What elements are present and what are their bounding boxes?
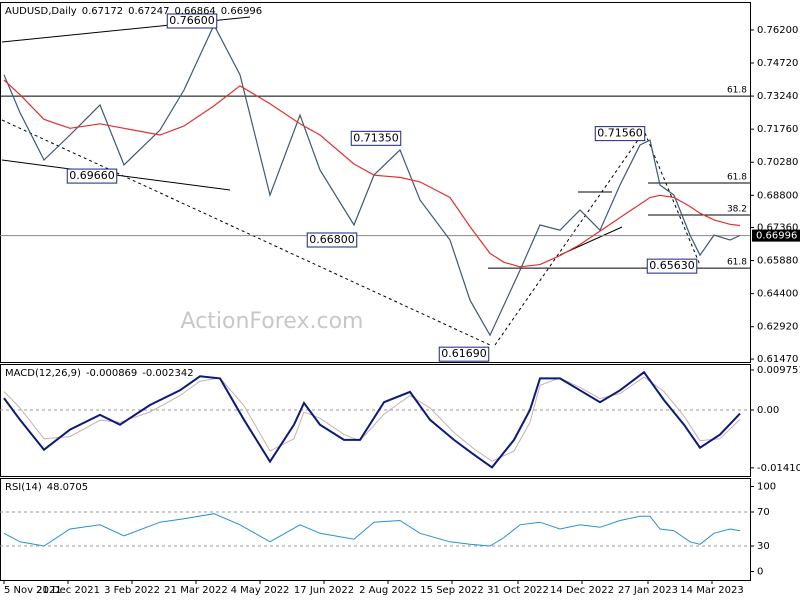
watermark: ActionForex.com — [181, 309, 364, 334]
annotation-label: 0.71560 — [597, 127, 643, 140]
x-tick-label: 4 May 2022 — [231, 585, 290, 596]
x-tick-label: 2 Aug 2022 — [359, 585, 417, 596]
x-tick-label: 21 Dec 2021 — [36, 585, 100, 596]
y-tick-label: 70 — [757, 507, 770, 518]
panel-title: RSI(14) — [5, 482, 42, 493]
y-tick-label: 30 — [757, 541, 770, 552]
annotation-label: 0.76600 — [169, 14, 215, 27]
fib-label: 61.8 — [727, 258, 747, 268]
x-tick-label: 3 Feb 2022 — [104, 585, 160, 596]
annotation: 0.71560 — [594, 126, 646, 142]
series-line — [3, 23, 741, 337]
annotation: 0.66800 — [306, 232, 358, 248]
x-tick-label: 15 Sep 2022 — [420, 585, 483, 596]
annotation: 0.71350 — [350, 130, 402, 146]
macd-panel — [0, 364, 751, 477]
annotation-label: 0.65630 — [649, 259, 695, 272]
annotation: 0.69660 — [66, 168, 118, 184]
y-tick-label: 0.00 — [757, 405, 779, 416]
x-tick-label: 14 Mar 2023 — [680, 585, 743, 596]
y-tick-label: 0.61470 — [757, 354, 798, 365]
y-tick-label: 0.74720 — [757, 58, 798, 69]
fib-label: 61.8 — [727, 173, 747, 183]
series-line — [3, 513, 741, 547]
annotation-label: 0.69660 — [69, 169, 115, 182]
panel-readout: -0.002342 — [142, 368, 193, 379]
y-tick-label: 0.70280 — [757, 157, 798, 168]
annotation-label: 0.66800 — [309, 233, 355, 246]
y-tick-label: 0.64400 — [757, 289, 798, 300]
annotation-box — [350, 130, 402, 146]
rsi-panel — [0, 478, 751, 581]
y-tick-label: 0.73240 — [757, 91, 798, 102]
x-tick-label: 31 Oct 2022 — [487, 585, 549, 596]
series-line — [3, 79, 741, 268]
annotation: 0.61690 — [438, 346, 490, 362]
price-box-label: 0.66996 — [756, 231, 797, 242]
y-tick-label: 0 — [757, 567, 763, 578]
y-tick-label: 0.76200 — [757, 25, 798, 36]
y-tick-label: 0.71760 — [757, 124, 798, 135]
x-tick-label: 5 Nov 2021 — [4, 585, 62, 596]
x-tick-label: 21 Mar 2022 — [164, 585, 227, 596]
annotation-box — [306, 232, 358, 248]
panel-readout: 0.67172 — [82, 6, 123, 17]
price-box — [752, 229, 800, 242]
annotation-label: 0.71350 — [353, 131, 399, 144]
x-tick-label: 27 Jan 2023 — [618, 585, 678, 596]
annotation: 0.76600 — [166, 13, 218, 29]
price-panel — [0, 2, 751, 363]
x-tick-label: 17 Jun 2022 — [294, 585, 354, 596]
annotation-box — [594, 126, 646, 142]
series-line — [3, 370, 741, 469]
y-tick-label: 0.68800 — [757, 190, 798, 201]
fib-label: 61.8 — [727, 86, 747, 96]
annotation-label: 0.61690 — [441, 347, 487, 360]
panel-readout: 48.0705 — [47, 482, 88, 493]
y-tick-label: -0.014107 — [757, 463, 800, 474]
annotation-box — [646, 258, 698, 274]
panel-readout: 0.67247 — [128, 6, 169, 17]
x-tick-label: 14 Dec 2022 — [550, 585, 614, 596]
panel-title: MACD(12,26,9) — [5, 368, 81, 379]
annotation: 0.65630 — [646, 258, 698, 274]
panel-title: AUDUSD,Daily — [5, 6, 77, 17]
annotation-box — [438, 346, 490, 362]
series-line — [3, 376, 741, 462]
annotation-box — [66, 168, 118, 184]
panel-readout: 0.66996 — [221, 6, 262, 17]
y-tick-label: 0.62920 — [757, 322, 798, 333]
trend-line — [494, 129, 646, 346]
y-tick-label: 100 — [757, 482, 776, 493]
panel-readout: -0.000869 — [86, 368, 137, 379]
panels — [0, 2, 751, 581]
annotation-box — [166, 13, 218, 29]
y-tick-label: 0.65880 — [757, 256, 798, 267]
panel-readout: 0.66864 — [174, 6, 215, 17]
y-tick-label: 0.67360 — [757, 222, 798, 233]
y-tick-label: 0.009751 — [757, 365, 800, 376]
fib-label: 38.2 — [727, 204, 747, 214]
